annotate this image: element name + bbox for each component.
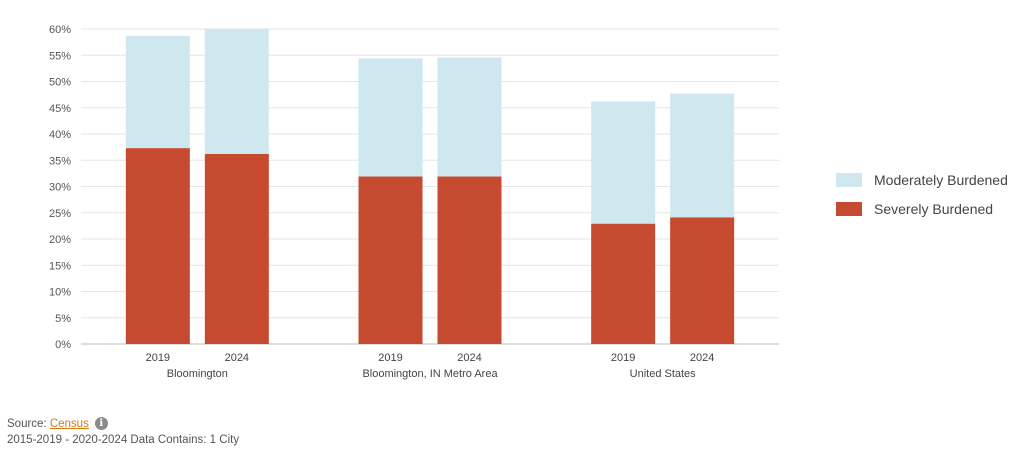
data-note: 2015-2019 - 2020-2024 Data Contains: 1 C… (7, 434, 240, 446)
bar-moderately-burdened (591, 101, 656, 224)
x-tick-label: 2019 (611, 352, 635, 364)
bar-moderately-burdened (670, 93, 735, 218)
x-tick-label: 2024 (225, 352, 249, 364)
source-link[interactable]: Census (49, 418, 89, 430)
y-tick-label: 10% (49, 287, 71, 299)
bar-moderately-burdened (358, 58, 423, 177)
y-tick-label: 20% (49, 234, 71, 246)
bar-moderately-burdened (125, 35, 190, 149)
info-icon[interactable]: i (94, 417, 108, 430)
y-tick-label: 60% (49, 24, 71, 36)
x-tick-label: 2024 (457, 352, 481, 364)
chart-area: 0% 5% 10% 15% 20% 25% 30% 35% 40% 45% 50% 55% 60% 201… (49, 24, 779, 380)
y-tick-label: 50% (49, 77, 71, 89)
x-tick-label: 2019 (146, 352, 170, 364)
bar-severely-burdened (204, 153, 269, 344)
group-label: Bloomington, IN Metro Area (362, 368, 498, 380)
legend-item-moderately-burdened[interactable]: Moderately Burdened (836, 170, 1008, 190)
legend-item-severely-burdened[interactable]: Severely Burdened (836, 199, 1008, 219)
x-tick-label: 2019 (378, 352, 402, 364)
legend-swatch-severely-burdened (836, 202, 862, 216)
group-label: United States (630, 368, 697, 380)
bar-moderately-burdened (437, 57, 502, 177)
legend: Moderately Burdened Severely Burdened (836, 170, 1008, 228)
y-tick-label: 45% (49, 103, 71, 115)
group-label: Bloomington (167, 368, 228, 380)
x-tick-label: 2024 (690, 352, 714, 364)
source-line: Source: Census i (7, 416, 239, 432)
y-tick-label: 55% (49, 50, 71, 62)
bar-severely-burdened (358, 176, 423, 344)
legend-label-moderately-burdened: Moderately Burdened (874, 172, 1008, 188)
source-prefix: Source: (7, 418, 50, 430)
y-tick-label: 15% (49, 260, 71, 272)
bar-severely-burdened (591, 223, 656, 344)
y-tick-label: 25% (49, 208, 71, 220)
y-tick-label: 35% (49, 155, 71, 167)
y-tick-label: 30% (49, 182, 71, 194)
bar-severely-burdened (670, 217, 735, 344)
y-tick-label: 5% (55, 313, 71, 325)
y-tick-label: 40% (49, 129, 71, 141)
bar-severely-burdened (437, 176, 502, 344)
bar-severely-burdened (125, 148, 190, 344)
chart-footer: Source: Census i 2015-2019 - 2020-2024 Da… (7, 416, 239, 448)
y-tick-label: 0% (55, 339, 71, 351)
legend-swatch-moderately-burdened (836, 173, 862, 187)
bar-moderately-burdened (204, 29, 269, 154)
legend-label-severely-burdened: Severely Burdened (874, 201, 994, 217)
